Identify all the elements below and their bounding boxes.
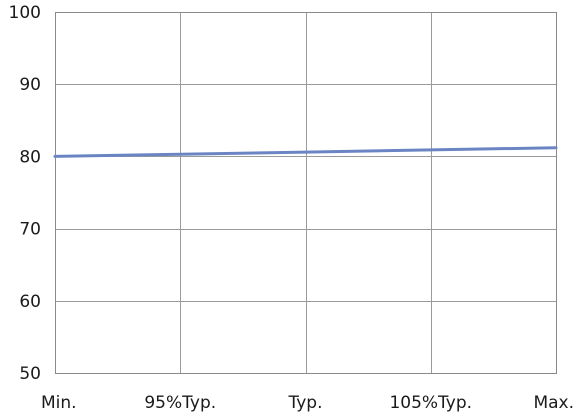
gridlines [55, 12, 557, 374]
y-tick-label-90: 90 [19, 75, 41, 95]
y-tick-label-80: 80 [19, 147, 41, 167]
y-axis-tick-labels: 50 60 70 80 90 100 [9, 3, 41, 384]
y-tick-label-60: 60 [19, 292, 41, 312]
y-tick-label-100: 100 [9, 3, 41, 23]
x-tick-label-4: 105%Typ. [389, 393, 472, 413]
x-tick-label-2: 95%Typ. [144, 393, 216, 413]
series-layer [53, 146, 558, 158]
x-axis-tick-labels: Min. 95%Typ. Typ. 105%Typ. Max. [41, 393, 574, 413]
y-tick-label-70: 70 [19, 220, 41, 240]
x-tick-label-3: Typ. [288, 393, 323, 413]
y-tick-label-50: 50 [19, 364, 41, 384]
x-tick-label-5: Max. [533, 393, 574, 413]
plot-area-frame [55, 12, 557, 374]
x-tick-label-1: Min. [41, 393, 77, 413]
